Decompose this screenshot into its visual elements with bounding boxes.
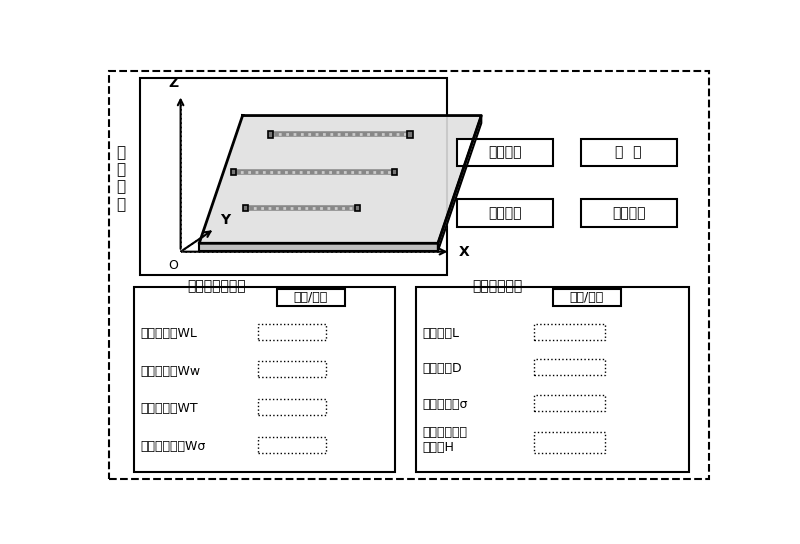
Text: 金属板电导率Wσ: 金属板电导率Wσ [140,440,206,453]
Text: Z: Z [168,76,178,90]
FancyBboxPatch shape [277,289,345,306]
Polygon shape [199,115,482,243]
FancyBboxPatch shape [134,287,394,472]
Text: 添加/更新: 添加/更新 [570,291,604,304]
FancyBboxPatch shape [258,437,326,453]
Text: 金属板长度WL: 金属板长度WL [140,327,197,340]
Text: 保  存: 保 存 [615,145,642,159]
FancyBboxPatch shape [140,78,447,275]
FancyBboxPatch shape [534,432,606,453]
Text: 线缆参数录入: 线缆参数录入 [472,280,522,294]
Text: 线缆距离金属
板高度H: 线缆距离金属 板高度H [422,426,467,454]
FancyBboxPatch shape [534,395,606,411]
Text: 修改线缆: 修改线缆 [488,206,522,220]
Text: 删除线缆: 删除线缆 [612,206,646,220]
Text: 添加/更新: 添加/更新 [294,291,328,304]
Text: 金属板厚度WT: 金属板厚度WT [140,402,198,415]
FancyBboxPatch shape [457,139,553,166]
FancyBboxPatch shape [243,205,249,211]
Text: 金属板宽度Ww: 金属板宽度Ww [140,364,201,378]
Text: 金属板参数录入: 金属板参数录入 [187,280,246,294]
FancyBboxPatch shape [258,324,326,339]
Text: 显示图形: 显示图形 [488,145,522,159]
Polygon shape [199,243,438,251]
Text: X: X [458,245,469,259]
FancyBboxPatch shape [268,131,274,138]
FancyBboxPatch shape [230,169,236,175]
FancyBboxPatch shape [354,205,360,211]
Text: 线缆电导率σ: 线缆电导率σ [422,398,468,411]
FancyBboxPatch shape [407,131,413,138]
FancyBboxPatch shape [581,139,677,166]
Text: 线缆直径D: 线缆直径D [422,362,462,375]
FancyBboxPatch shape [416,287,689,472]
FancyBboxPatch shape [553,289,621,306]
Text: O: O [168,259,178,272]
Text: Y: Y [220,213,230,226]
Text: 图
形
显
示: 图 形 显 示 [116,145,125,212]
FancyBboxPatch shape [534,324,606,339]
FancyBboxPatch shape [581,199,677,226]
FancyBboxPatch shape [392,169,398,175]
FancyBboxPatch shape [534,360,606,375]
FancyBboxPatch shape [457,199,553,226]
Polygon shape [438,115,482,251]
FancyBboxPatch shape [258,361,326,378]
Text: 线缆长度L: 线缆长度L [422,327,459,340]
FancyBboxPatch shape [258,399,326,415]
